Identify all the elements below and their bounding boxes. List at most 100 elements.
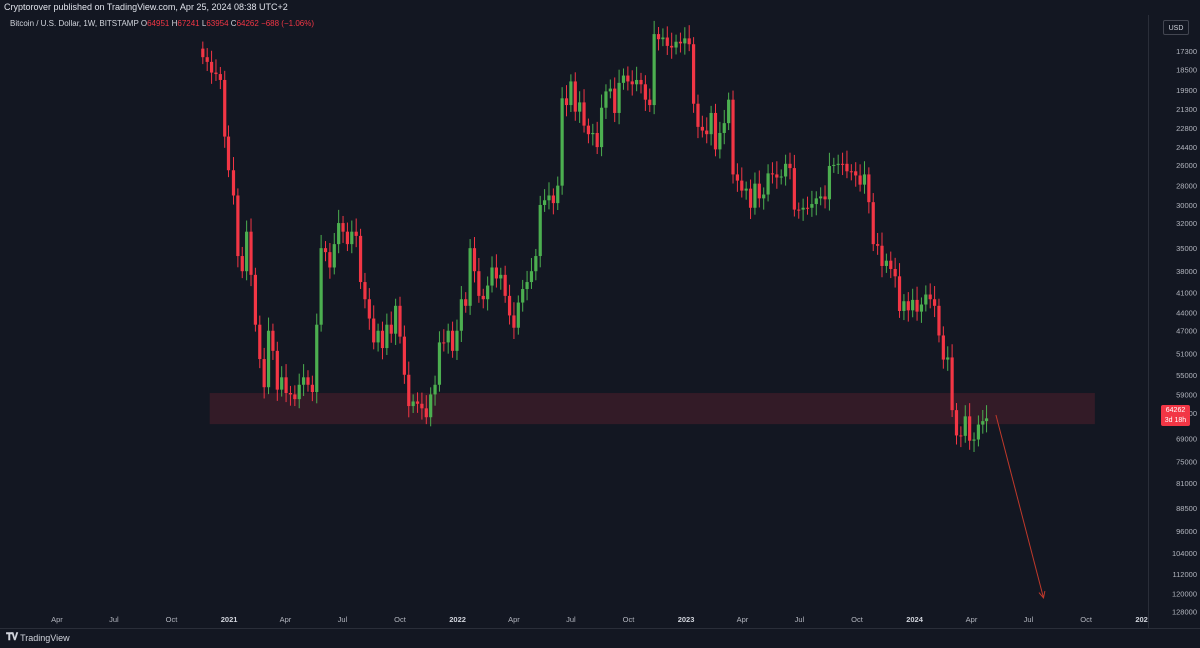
candle-body (354, 231, 358, 236)
candle-body (450, 330, 455, 351)
candle-body (845, 163, 849, 172)
candle-body (512, 315, 516, 328)
candle-body (271, 330, 275, 351)
candle (661, 28, 665, 47)
candle (932, 286, 937, 318)
candle-body (551, 195, 555, 204)
y-tick-label: 28000 (1176, 182, 1197, 191)
candle-body (709, 112, 713, 135)
candle-body (310, 384, 314, 393)
y-tick-label: 22800 (1176, 124, 1197, 133)
candle (744, 181, 748, 200)
candle-body (236, 195, 240, 257)
candle (656, 27, 661, 51)
candle-body (266, 330, 271, 388)
time-axis[interactable]: Apr Jul Oct 2021 Apr Jul Oct 2022 Apr Jul Oct 2023 A… (0, 610, 1148, 628)
candle (595, 121, 599, 155)
candle (854, 162, 858, 187)
candle (915, 286, 919, 321)
candle-body (740, 180, 744, 191)
candle (770, 162, 775, 184)
candle-body (205, 57, 209, 62)
y-tick-label: 19900 (1176, 86, 1197, 95)
candle (757, 170, 761, 208)
candle (214, 59, 218, 81)
candle-body (591, 132, 595, 135)
candle (819, 187, 823, 206)
candle (840, 152, 845, 176)
candle (521, 279, 525, 312)
y-tick-label: 44000 (1176, 308, 1197, 317)
candle (801, 198, 805, 221)
candle-body (297, 384, 301, 400)
candle (275, 341, 279, 401)
candlestick-chart[interactable] (0, 15, 1148, 610)
candle-body (218, 74, 222, 80)
candle (534, 248, 538, 281)
candle-body (367, 299, 371, 319)
candle-body (639, 79, 643, 85)
candle (499, 267, 503, 290)
candle (862, 161, 867, 194)
y-tick-label: 17300 (1176, 47, 1197, 56)
candle-body (884, 260, 888, 266)
candle-body (459, 299, 463, 331)
candle-body (932, 299, 937, 306)
candle-body (718, 132, 722, 150)
candle-body (394, 305, 398, 334)
candle-body (604, 91, 608, 108)
price-axis[interactable]: 17300 18500 19900 21300 22800 24400 26000 28000… (1148, 15, 1200, 628)
candle (345, 222, 350, 252)
candle-body (823, 196, 827, 200)
candle-body (582, 102, 586, 126)
candle (424, 395, 428, 425)
x-tick-label: 2021 (221, 615, 238, 624)
candle (954, 403, 959, 445)
candle-body (442, 342, 446, 344)
candle (937, 298, 941, 343)
candle (551, 188, 555, 215)
x-tick-label: Jul (795, 615, 805, 624)
candle-body (897, 276, 902, 311)
candle (249, 218, 253, 287)
candle-body (226, 136, 231, 171)
candle-body (889, 260, 893, 269)
y-tick-label: 88500 (1176, 504, 1197, 513)
candle (665, 26, 669, 55)
candle (788, 152, 792, 180)
candle (621, 68, 626, 90)
candle-body (293, 394, 297, 400)
y-tick-label: 38000 (1176, 267, 1197, 276)
candle-body (722, 123, 726, 133)
low-label: L (201, 19, 207, 28)
candle (306, 370, 310, 392)
candle (823, 185, 827, 209)
candle-body (560, 98, 564, 186)
y-tick-label: 30000 (1176, 201, 1197, 210)
candle-body (433, 384, 437, 395)
candle (464, 292, 468, 313)
candle-body (700, 126, 704, 131)
candle-body (323, 248, 328, 253)
open-label: O (140, 19, 148, 28)
candle (727, 92, 731, 131)
candle-body (538, 204, 542, 257)
projection-arrow-line (995, 414, 1044, 599)
candle-body (332, 244, 336, 268)
candle-body (915, 299, 919, 312)
candle (919, 297, 924, 323)
candle-body (521, 289, 525, 303)
candle (367, 288, 371, 330)
candle-body (876, 244, 880, 246)
candle-body (275, 350, 279, 390)
candle-body (424, 408, 428, 418)
candle-body (503, 274, 507, 296)
bar-countdown: 3d 18h (1164, 417, 1187, 424)
candle (319, 234, 323, 332)
candle (205, 48, 209, 71)
candle (599, 94, 604, 157)
currency-button[interactable]: USD (1163, 20, 1189, 35)
candle-body (656, 34, 661, 40)
tradingview-logo[interactable]: 𝐓𝐕 TradingView (6, 632, 70, 643)
candle-body (687, 38, 691, 45)
